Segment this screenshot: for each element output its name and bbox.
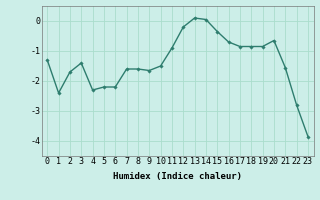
X-axis label: Humidex (Indice chaleur): Humidex (Indice chaleur): [113, 172, 242, 181]
